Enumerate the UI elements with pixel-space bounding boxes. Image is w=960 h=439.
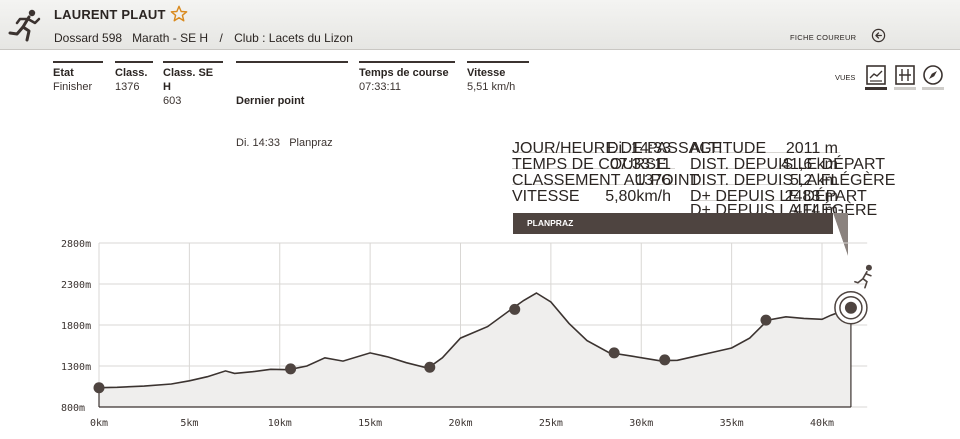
- runner-icon: [8, 9, 41, 42]
- stat-class: Class. 1376: [115, 61, 153, 94]
- elevation-line: [98, 292, 852, 389]
- info-label: TEMPS DE COURSE: [512, 156, 667, 173]
- info-row: TEMPS DE COURSE 07:33:11: [512, 153, 675, 173]
- info-label: DIST. DEPUIS LE DÉPART: [690, 156, 886, 173]
- info-value: 5,2 km: [789, 172, 838, 189]
- info-label: JOUR/HEURE DE PASSAGE: [512, 140, 723, 157]
- info-row: DIST. DEPUIS LE DÉPART 41,6 km: [690, 153, 885, 173]
- info-value: 07:33:11: [609, 156, 671, 173]
- circle-arrow-left-icon[interactable]: [871, 28, 886, 43]
- stat-vitesse: Vitesse 5,51 km/h: [467, 61, 529, 94]
- info-row: VITESSE 5,80km/h: [512, 185, 675, 205]
- grid-view-icon: [895, 65, 915, 85]
- stat-label: Vitesse: [467, 67, 506, 79]
- y-tick-label: 1800m: [61, 321, 91, 332]
- stat-label: Temps de course: [359, 67, 449, 79]
- y-tick-label: 2800m: [61, 239, 91, 250]
- runner-small-icon-head: [865, 264, 872, 271]
- x-axis-ticks: 0km 5km 10km 15km 20km 25km 30km 35km 40km: [90, 418, 834, 429]
- checkpoint-marker[interactable]: [659, 354, 671, 366]
- x-tick-label: 25km: [539, 418, 563, 429]
- checkpoint-marker[interactable]: [285, 363, 297, 375]
- x-tick-label: 35km: [720, 418, 744, 429]
- info-value: 2011 m: [785, 140, 838, 157]
- current-position-marker: [834, 264, 872, 325]
- y-tick-label: 2300m: [61, 280, 91, 291]
- checkpoint-markers: [93, 303, 852, 408]
- runner-header: LAURENT PLAUT Dossard 598 Marath - SE H …: [0, 0, 960, 50]
- stat-label: Class. SE H: [163, 67, 214, 93]
- runner-name: LAURENT PLAUT: [54, 7, 166, 22]
- info-value: 5,80km/h: [605, 188, 671, 205]
- y-tick-label: 1300m: [61, 362, 91, 373]
- checkpoint-marker[interactable]: [760, 314, 772, 326]
- checkpoint-marker[interactable]: [424, 361, 436, 373]
- elevation-area: [99, 293, 851, 407]
- x-tick-label: 5km: [180, 418, 198, 429]
- stat-dernier-point: Dernier point Di. 14:33 Planpraz: [236, 61, 348, 164]
- runner-small-icon-body: [854, 270, 872, 289]
- stat-class-category: Class. SE H 603: [163, 61, 223, 108]
- chart-view-icon: [866, 65, 886, 85]
- x-tick-label: 30km: [629, 418, 653, 429]
- info-row: D+ DEPUIS LE DÉPART 2483 m: [690, 185, 867, 205]
- info-row: JOUR/HEURE DE PASSAGE Di. 14:33: [512, 137, 722, 157]
- y-axis-ticks: 800m 1300m 1800m 2300m 2800m: [61, 239, 91, 414]
- stat-value: 07:33:11: [359, 81, 402, 93]
- info-value: 1376: [635, 172, 671, 189]
- checkpoint-name-bar: PLANPRAZ: [513, 213, 833, 234]
- x-tick-label: 40km: [810, 418, 834, 429]
- stat-temps-de-course: Temps de course 07:33:11: [359, 61, 455, 94]
- info-label: VITESSE: [512, 188, 580, 205]
- x-tick-label: 10km: [268, 418, 292, 429]
- current-marker-inner-ring: [839, 295, 863, 320]
- current-marker-dot[interactable]: [844, 301, 857, 314]
- y-tick-label: 800m: [61, 403, 85, 414]
- stat-value: Finisher: [53, 81, 93, 93]
- race-category: Marath - SE H: [132, 31, 209, 45]
- info-row: CLASSEMENT AU POINT 1376: [512, 169, 699, 189]
- stat-label: Etat: [53, 67, 74, 79]
- subline-separator: /: [219, 31, 223, 45]
- grid-view-button[interactable]: [894, 64, 916, 90]
- runner-subline: Dossard 598 Marath - SE H / Club : Lacet…: [54, 31, 353, 45]
- checkpoint-marker[interactable]: [608, 347, 620, 359]
- info-row: ALTITUDE 2011 m: [690, 137, 840, 157]
- compass-view-button[interactable]: [922, 64, 944, 90]
- info-label: DIST. DEPUIS LA FLÉGÈRE: [690, 172, 896, 189]
- stat-value: Di. 14:33 Planpraz: [236, 137, 333, 149]
- runner-small-icon: [854, 264, 872, 289]
- fiche-coureur-link[interactable]: FICHE COUREUR: [790, 33, 857, 42]
- info-label: D+ DEPUIS LE DÉPART: [690, 188, 867, 205]
- bib-number: Dossard 598: [54, 31, 123, 45]
- chart-view-button[interactable]: [865, 64, 887, 90]
- checkpoint-marker[interactable]: [93, 382, 105, 394]
- stat-label: Dernier point: [236, 95, 305, 107]
- info-row: DIST. DEPUIS LA FLÉGÈRE 5,2 km: [690, 169, 895, 189]
- star-outline-icon[interactable]: [170, 5, 188, 23]
- x-tick-label: 0km: [90, 418, 108, 429]
- compass-view-icon: [923, 65, 943, 85]
- stat-value: 603: [163, 95, 182, 107]
- stat-value: 1376: [115, 81, 140, 93]
- elevation-profile-chart: 800m 1300m 1800m 2300m 2800m 0km 5km 10km 15km 2…: [61, 239, 872, 429]
- info-value: 41,6 km: [781, 156, 838, 173]
- stat-label: Class.: [115, 67, 148, 79]
- checkpoint-pointer: [833, 213, 848, 256]
- stat-etat: Etat Finisher: [53, 61, 103, 94]
- x-tick-label: 15km: [358, 418, 382, 429]
- checkpoint-marker[interactable]: [509, 303, 521, 315]
- info-value: Di. 14:33: [606, 140, 671, 157]
- x-tick-label: 20km: [448, 418, 472, 429]
- info-label: ALTITUDE: [690, 140, 767, 157]
- info-value: 2483 m: [784, 188, 838, 205]
- views-label: VUES: [835, 73, 856, 82]
- stat-value: 5,51 km/h: [467, 81, 516, 93]
- info-label: CLASSEMENT AU POINT: [512, 172, 700, 189]
- runner-club: Club : Lacets du Lizon: [234, 31, 353, 45]
